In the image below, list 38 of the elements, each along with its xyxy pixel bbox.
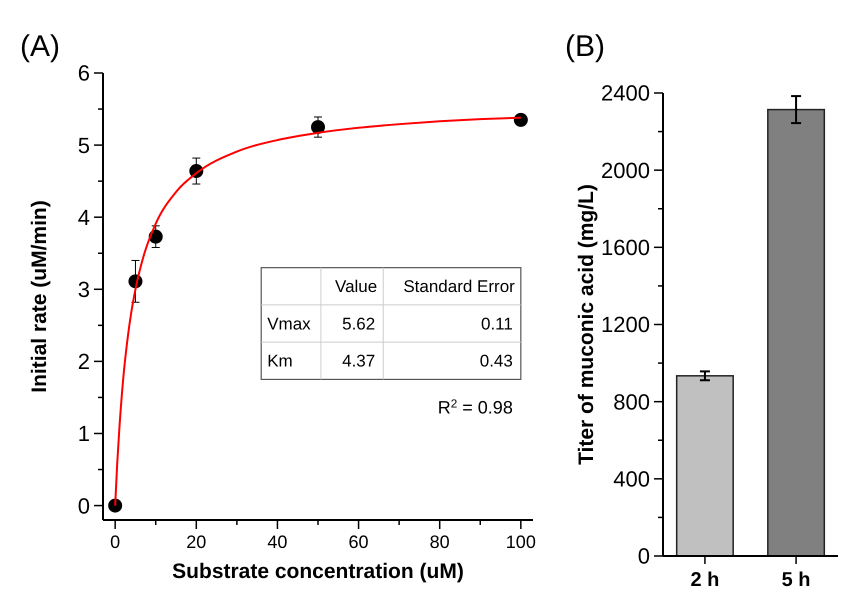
annotation: Km xyxy=(267,352,293,371)
chart-title: (B) xyxy=(565,30,605,63)
y-tick-label: 4 xyxy=(78,204,90,230)
x-tick-label: 0 xyxy=(110,532,120,552)
y-tick-label: 5 xyxy=(78,132,90,158)
x-axis-title: Substrate concentration (uM) xyxy=(172,560,464,583)
y-tick-label: 1200 xyxy=(601,312,650,338)
x-tick-label: 20 xyxy=(186,532,206,552)
chart-title: (A) xyxy=(20,30,60,63)
x-tick-label: 60 xyxy=(348,532,369,552)
annotation: Vmax xyxy=(267,314,312,334)
y-tick-label: 800 xyxy=(613,389,650,414)
y-tick-label: 3 xyxy=(78,276,90,302)
annotation: 4.37 xyxy=(342,352,376,371)
point xyxy=(514,112,528,127)
annotation: Standard Error xyxy=(403,277,516,296)
annotation: Value xyxy=(335,277,378,296)
annotation: 5.62 xyxy=(342,314,376,334)
x-tick-label: 100 xyxy=(506,532,536,552)
x-tick-label: 5 h xyxy=(782,569,811,591)
annotation: R$^{2}$ = 0.98 xyxy=(438,396,513,418)
point xyxy=(311,120,325,134)
y-tick-label: 6 xyxy=(78,60,90,86)
y-tick-label: 1600 xyxy=(601,235,650,260)
y-tick-label: 400 xyxy=(613,466,650,492)
y-tick-label: 0 xyxy=(78,493,90,518)
y-tick-label: 2 xyxy=(78,349,90,374)
y-axis-title: Titer of muconic acid (mg/L) xyxy=(575,184,598,465)
x-tick-label: 80 xyxy=(430,532,450,552)
annotation: 0.11 xyxy=(481,314,513,334)
x-tick-label: 2 h xyxy=(690,569,720,591)
x-tick-label: 40 xyxy=(267,532,288,552)
y-axis-title: Initial rate (uM/min) xyxy=(28,200,51,393)
point xyxy=(108,498,122,513)
y-tick-label: 2000 xyxy=(601,158,650,183)
y-tick-label: 1 xyxy=(78,421,90,446)
annotation: 0.43 xyxy=(480,352,513,371)
y-tick-label: 2400 xyxy=(601,80,650,106)
